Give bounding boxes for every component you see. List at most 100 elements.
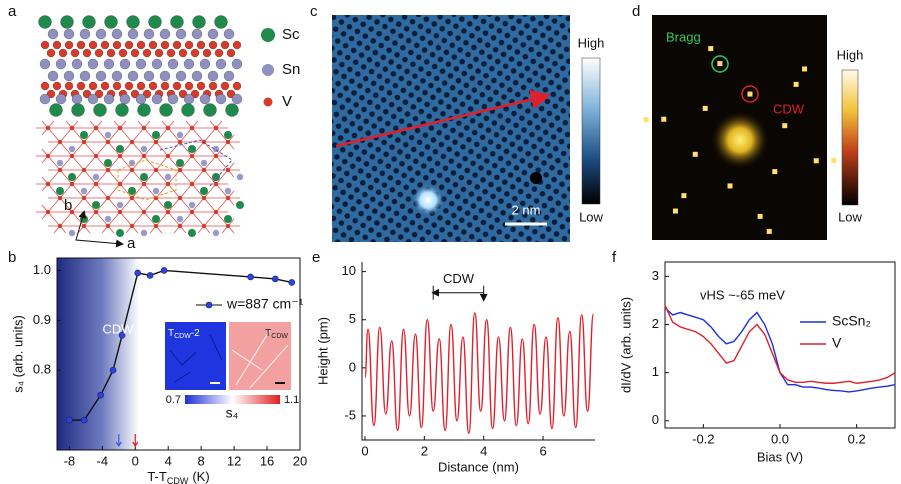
atom bbox=[226, 48, 236, 58]
atom bbox=[81, 139, 87, 145]
atom bbox=[220, 40, 230, 50]
atom bbox=[177, 223, 183, 229]
atom bbox=[214, 15, 228, 29]
atom bbox=[199, 93, 211, 105]
atom bbox=[141, 209, 147, 215]
fft-peak bbox=[727, 183, 733, 189]
atom bbox=[143, 28, 155, 40]
inset-label-part: -2 bbox=[191, 328, 200, 339]
atom bbox=[172, 40, 182, 50]
data-point bbox=[160, 267, 168, 274]
x-tick-label: -4 bbox=[97, 453, 109, 468]
atom bbox=[189, 181, 195, 187]
atom bbox=[68, 145, 76, 153]
atom bbox=[93, 125, 99, 131]
colorbar bbox=[581, 57, 601, 205]
atom bbox=[79, 70, 91, 82]
x-tick-label: 12 bbox=[227, 453, 241, 468]
x-tick-label: 0.0 bbox=[771, 431, 789, 446]
atom bbox=[118, 48, 128, 58]
x-axis-label-sub: CDW bbox=[167, 476, 189, 484]
colorbar-label: High bbox=[578, 35, 605, 50]
atom bbox=[189, 125, 195, 131]
panel-label: d bbox=[632, 3, 640, 20]
y-tick-label: 0 bbox=[652, 412, 659, 427]
atom bbox=[115, 103, 129, 117]
atom bbox=[45, 125, 51, 131]
atom bbox=[71, 103, 85, 117]
atom bbox=[105, 139, 111, 145]
axis-frame bbox=[664, 261, 896, 429]
inset-label-part: T bbox=[168, 328, 174, 339]
atom bbox=[57, 139, 63, 145]
legend-swatch bbox=[262, 64, 274, 76]
atom bbox=[92, 173, 100, 181]
data-point bbox=[109, 366, 117, 374]
y-axis-label: s₄ (arb. units) bbox=[10, 315, 25, 393]
atom bbox=[232, 81, 242, 91]
region-label: CDW bbox=[102, 321, 134, 336]
atom bbox=[225, 223, 231, 229]
data-point bbox=[271, 275, 279, 283]
atom bbox=[201, 167, 207, 173]
atom bbox=[136, 81, 146, 91]
atom bbox=[103, 58, 115, 70]
atom bbox=[87, 58, 99, 70]
atom bbox=[63, 28, 75, 40]
atom bbox=[57, 223, 63, 229]
inset-label: TCDW bbox=[265, 328, 288, 340]
atom bbox=[224, 215, 232, 223]
atom bbox=[70, 48, 80, 58]
x-tick-label: 2 bbox=[421, 443, 428, 458]
legend-swatch bbox=[263, 97, 273, 107]
data-point bbox=[134, 269, 142, 277]
atom bbox=[100, 81, 110, 91]
x-axis-label-part: T-T bbox=[147, 469, 167, 484]
fft-peak bbox=[772, 169, 778, 175]
fft-peak bbox=[708, 46, 714, 52]
data-line bbox=[364, 312, 595, 434]
atom bbox=[103, 93, 115, 105]
atom bbox=[87, 93, 99, 105]
data-point bbox=[66, 416, 73, 424]
annotation: CDW bbox=[773, 101, 805, 116]
atom bbox=[151, 58, 163, 70]
atom bbox=[92, 201, 100, 209]
atom bbox=[93, 103, 107, 117]
y-tick-label: 3 bbox=[652, 268, 659, 283]
atom bbox=[119, 93, 131, 105]
atom bbox=[148, 81, 158, 91]
atom bbox=[136, 40, 146, 50]
atom bbox=[140, 229, 148, 237]
atom bbox=[196, 40, 206, 50]
x-tick-label: 4 bbox=[480, 443, 487, 458]
annotation: CDW bbox=[443, 271, 475, 286]
atom bbox=[88, 81, 98, 91]
atom bbox=[191, 28, 203, 40]
atom bbox=[105, 195, 111, 201]
fft-peak bbox=[802, 66, 808, 72]
atom bbox=[213, 209, 219, 215]
atom bbox=[159, 28, 171, 40]
atom bbox=[175, 70, 187, 82]
fft-image bbox=[643, 15, 837, 240]
atom bbox=[111, 28, 123, 40]
atom bbox=[71, 93, 83, 105]
lattice-axes bbox=[75, 210, 124, 248]
atom bbox=[188, 145, 196, 153]
atom bbox=[190, 48, 200, 58]
x-tick-label: -8 bbox=[64, 453, 76, 468]
atom bbox=[167, 58, 179, 70]
legend-swatch bbox=[205, 301, 213, 309]
colorbar-tick-label: 0.7 bbox=[166, 394, 181, 406]
atom bbox=[140, 145, 148, 153]
atom bbox=[208, 40, 218, 50]
stm-image bbox=[332, 15, 570, 242]
atom bbox=[46, 48, 56, 58]
atom bbox=[119, 58, 131, 70]
atom bbox=[151, 93, 163, 105]
atom bbox=[203, 103, 217, 117]
atom bbox=[153, 167, 159, 173]
atom bbox=[116, 229, 124, 237]
atom bbox=[152, 187, 160, 195]
